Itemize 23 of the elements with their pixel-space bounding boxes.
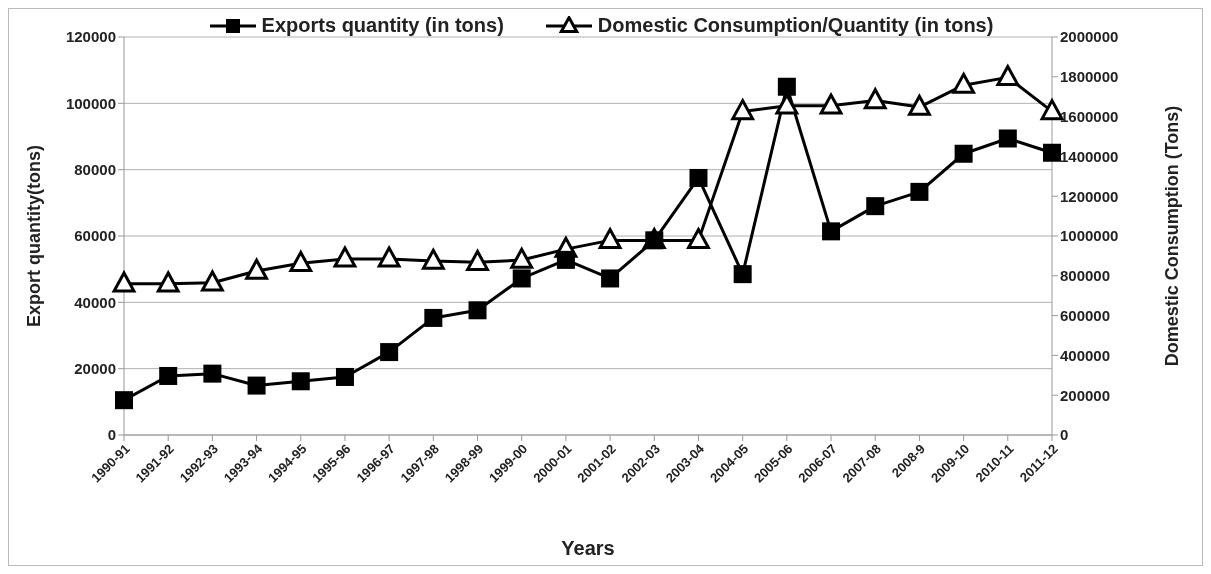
y-tick-label: 120000	[65, 28, 116, 46]
y2-tick-label: 400000	[1060, 346, 1111, 364]
legend-label: Domestic Consumption/Quantity (in tons)	[597, 14, 994, 37]
y2-tick-label: 2000000	[1060, 28, 1119, 46]
y2-tick-label: 1400000	[1060, 147, 1119, 165]
y2-tick-label: 1800000	[1060, 68, 1119, 86]
y2-tick-label: 1600000	[1060, 107, 1119, 125]
y-tick-label: 60000	[74, 227, 116, 245]
x-axis-title: Years	[561, 537, 615, 559]
y2-tick-label: 1000000	[1060, 227, 1119, 245]
y-tick-label: 80000	[74, 160, 116, 178]
y-tick-label: 100000	[65, 94, 116, 112]
y2-tick-label: 1200000	[1060, 187, 1119, 205]
legend-label: Exports quantity (in tons)	[261, 14, 504, 37]
y2-axis-title: Domestic Consumption (Tons)	[1162, 105, 1183, 367]
y2-tick-label: 200000	[1060, 386, 1111, 404]
y-tick-label: 20000	[74, 359, 116, 377]
y-tick-label: 40000	[74, 293, 116, 311]
y2-tick-label: 0	[1060, 426, 1069, 444]
y-axis-title: Export quantity(tons)	[24, 145, 45, 327]
y2-tick-label: 600000	[1060, 306, 1111, 324]
y-tick-label: 0	[107, 426, 116, 444]
y2-tick-label: 800000	[1060, 267, 1111, 285]
